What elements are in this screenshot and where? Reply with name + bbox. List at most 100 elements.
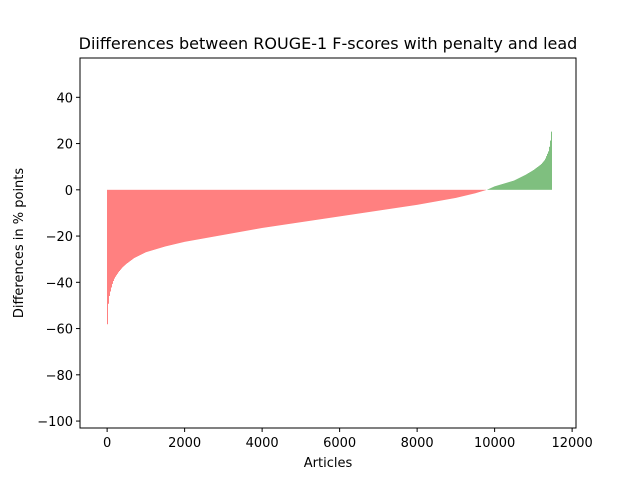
bar-negative: [262, 189, 263, 228]
bar-negative: [366, 189, 367, 213]
bar-negative: [153, 189, 154, 250]
bar-negative: [228, 189, 229, 234]
bar-negative: [423, 189, 424, 204]
bar-negative: [479, 189, 480, 193]
bar-negative: [112, 189, 113, 284]
bar-negative: [388, 189, 389, 210]
bar-positive: [528, 173, 529, 190]
bar-negative: [151, 189, 152, 251]
bar-negative: [407, 189, 408, 207]
bar-positive: [523, 175, 524, 190]
bar-negative: [201, 189, 202, 239]
bar-negative: [199, 189, 200, 240]
bar-negative: [359, 189, 360, 214]
bar-negative: [406, 189, 407, 207]
bar-positive: [497, 185, 498, 190]
bar-negative: [453, 189, 454, 199]
bar-negative: [316, 189, 317, 220]
bar-positive: [527, 173, 528, 190]
bar-negative: [350, 189, 351, 215]
bar-negative: [356, 189, 357, 214]
bar-negative: [270, 189, 271, 227]
bar-positive: [513, 180, 514, 190]
bar-negative: [140, 189, 141, 255]
bar-negative: [322, 189, 323, 219]
bar-negative: [465, 189, 466, 196]
bar-negative: [174, 189, 175, 245]
bar-negative: [315, 189, 316, 221]
bar-negative: [342, 189, 343, 216]
bar-negative: [162, 189, 163, 248]
bar-negative: [380, 189, 381, 211]
bar-negative: [484, 189, 485, 191]
bar-positive: [494, 186, 495, 190]
bar-negative: [409, 189, 410, 206]
bar-negative: [304, 189, 305, 222]
bar-negative: [468, 189, 469, 195]
bar-negative: [329, 189, 330, 218]
bar-negative: [133, 189, 134, 259]
bar-negative: [349, 189, 350, 215]
bar-negative: [212, 189, 213, 237]
bar-negative: [430, 189, 431, 203]
bar-negative: [154, 189, 155, 250]
bar-negative: [152, 189, 153, 251]
bar-negative: [308, 189, 309, 222]
bar-negative: [280, 189, 281, 226]
bar-negative: [208, 189, 209, 238]
bar-negative: [254, 189, 255, 230]
bar-positive: [540, 164, 541, 190]
bar-negative: [413, 189, 414, 206]
y-tick-label: −40: [46, 276, 73, 291]
bar-negative: [281, 189, 282, 226]
bar-positive: [512, 181, 513, 190]
bar-positive: [492, 187, 493, 190]
bar-negative: [374, 189, 375, 212]
bar-negative: [305, 189, 306, 222]
bar-negative: [121, 189, 122, 269]
bar-negative: [271, 189, 272, 227]
bar-negative: [164, 189, 165, 247]
bar-negative: [131, 189, 132, 261]
bar-negative: [221, 189, 222, 236]
bar-negative: [307, 189, 308, 222]
bar-negative: [126, 189, 127, 264]
bar-positive: [504, 183, 505, 190]
bar-negative: [229, 189, 230, 234]
bar-negative: [463, 189, 464, 197]
bar-negative: [464, 189, 465, 196]
bar-negative: [420, 189, 421, 205]
bar-negative: [156, 189, 157, 250]
bar-negative: [138, 189, 139, 256]
bar-negative: [371, 189, 372, 212]
bar-negative: [309, 189, 310, 221]
bar-negative: [218, 189, 219, 236]
x-tick-label: 0: [103, 436, 111, 451]
bar-negative: [470, 189, 471, 195]
bar-negative: [476, 189, 477, 193]
bar-positive: [490, 188, 491, 190]
bar-negative: [246, 189, 247, 231]
bar-negative: [143, 189, 144, 254]
bar-negative: [116, 189, 117, 276]
bar-negative: [472, 189, 473, 194]
bar-negative: [306, 189, 307, 222]
bar-negative: [149, 189, 150, 252]
bar-negative: [425, 189, 426, 204]
bar-negative: [474, 189, 475, 194]
bar-negative: [279, 189, 280, 226]
bar-negative: [226, 189, 227, 235]
bar-negative: [364, 189, 365, 213]
bar-positive: [501, 184, 502, 190]
x-axis-title: Articles: [304, 456, 353, 471]
bar-negative: [330, 189, 331, 218]
bar-negative: [421, 189, 422, 205]
bar-negative: [383, 189, 384, 210]
bar-negative: [482, 189, 483, 192]
bar-positive: [509, 181, 510, 190]
bar-negative: [130, 189, 131, 261]
bar-positive: [549, 146, 550, 190]
bar-negative: [469, 189, 470, 195]
bar-negative: [171, 189, 172, 245]
